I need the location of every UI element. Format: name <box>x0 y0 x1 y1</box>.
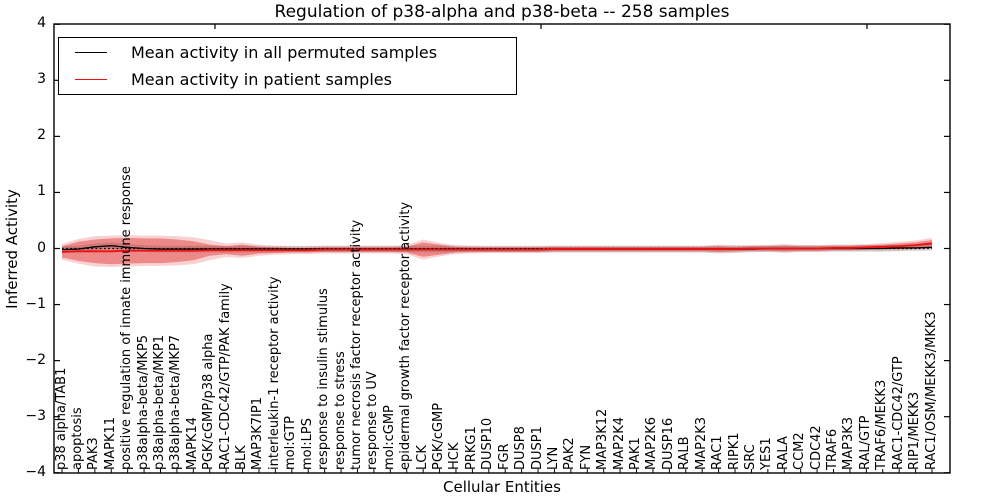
x-tick-label: MAP3K3 <box>841 416 857 470</box>
x-tick-label: RAC1 <box>710 435 726 470</box>
x-tick-label: FGR <box>496 443 512 470</box>
x-tick-label: tumor necrosis factor receptor activity <box>348 219 364 470</box>
x-tick-label: DUSP10 <box>480 417 496 470</box>
x-tick-label: CDC42 <box>808 425 824 470</box>
x-tick-label: p38alpha-beta/MKP5 <box>135 334 151 470</box>
chart-title: Regulation of p38-alpha and p38-beta -- … <box>274 2 730 22</box>
x-tick-label: RAC1-CDC42/GTP/PAK family <box>217 283 233 470</box>
x-tick-label: mol:cGMP <box>381 405 397 470</box>
x-tick-label: FYN <box>578 444 594 470</box>
x-tick-label: interleukin-1 receptor activity <box>266 276 282 470</box>
x-tick-label: PAK3 <box>86 437 102 470</box>
x-tick-label: epidermal growth factor receptor activit… <box>398 201 414 470</box>
x-tick-label: mol:LPS <box>299 418 315 470</box>
x-tick-label: SRC <box>742 444 758 470</box>
legend-item-patient: Mean activity in patient samples <box>59 67 516 93</box>
legend-label-permuted: Mean activity in all permuted samples <box>131 42 438 62</box>
x-tick-label: MAP3K12 <box>595 408 611 470</box>
y-tick-label: −3 <box>25 407 46 424</box>
x-tick-label: BLK <box>234 445 250 470</box>
x-tick-label: MAP2K6 <box>644 416 660 470</box>
x-tick-label: p38 alpha/TAB1 <box>53 367 69 470</box>
x-tick-label: TRAF6 <box>825 428 840 470</box>
x-axis-label: Cellular Entities <box>443 478 561 496</box>
x-tick-label: DUSP16 <box>660 417 676 470</box>
y-tick-label: 4 <box>37 15 46 32</box>
x-tick-label: p38alpha-beta/MKP7 <box>168 334 184 470</box>
patient-inner-band <box>62 237 932 265</box>
x-tick-label: positive regulation of innate immune res… <box>119 166 135 470</box>
legend-item-permuted: Mean activity in all permuted samples <box>59 39 516 65</box>
x-tick-label: MAPK14 <box>184 416 200 470</box>
x-tick-label: mol:GTP <box>283 416 299 470</box>
y-tick-label: −2 <box>25 351 46 368</box>
x-tick-label: RALB <box>677 436 693 470</box>
x-tick-label: RIP1/MEKK3 <box>907 391 923 470</box>
x-tick-label: YES1 <box>759 437 775 470</box>
patient-mean-line <box>61 242 933 253</box>
x-tick-label: PGK/cGMP <box>431 402 447 470</box>
x-tick-label: PAK1 <box>628 437 644 470</box>
x-tick-label: RAL/GTP <box>857 415 873 470</box>
patient-outer-band <box>62 235 932 267</box>
y-tick-label: −4 <box>25 463 46 480</box>
x-tick-label: CCM2 <box>792 432 808 470</box>
x-tick-label: apoptosis <box>69 407 85 470</box>
x-tick-label: LYN <box>545 446 561 470</box>
x-tick-label: TRAF6/MEKK3 <box>874 379 890 470</box>
x-tick-label: MAP2K3 <box>693 416 709 470</box>
y-tick-label: 1 <box>37 183 46 200</box>
x-tick-label: PAK2 <box>562 437 578 470</box>
x-tick-label: RAC1/OSM/MEKK3/MKK3 <box>923 311 939 470</box>
x-tick-label: MAP3K7IP1 <box>250 397 266 470</box>
x-tick-label: RAC1-CDC42/GTP <box>890 356 906 470</box>
x-tick-label: DUSP8 <box>513 426 529 470</box>
legend-line-sample-permuted <box>75 51 107 53</box>
x-tick-label: MAPK11 <box>102 416 118 470</box>
x-tick-label: RIPK1 <box>726 432 742 470</box>
x-tick-label: DUSP1 <box>529 426 545 470</box>
legend-line-sample-patient <box>75 79 107 81</box>
y-tick-label: −1 <box>25 295 46 312</box>
x-tick-label: response to UV <box>365 371 381 470</box>
y-tick-label: 2 <box>37 127 46 144</box>
x-tick-label: PRKG1 <box>463 426 479 470</box>
x-tick-label: LCK <box>414 445 430 470</box>
x-tick-label: HCK <box>447 442 463 470</box>
x-tick-label: response to insulin stimulus <box>316 288 332 470</box>
x-tick-label: RALA <box>775 436 791 470</box>
y-tick-label: 3 <box>37 71 46 88</box>
x-tick-label: MAP2K4 <box>611 416 627 470</box>
x-tick-label: p38alpha-beta/MKP1 <box>151 334 167 470</box>
y-tick-label: 0 <box>37 239 46 256</box>
x-tick-label: PGK/cGMP/p38 alpha <box>201 333 217 470</box>
legend: Mean activity in all permuted samples Me… <box>58 37 517 95</box>
x-tick-label: response to stress <box>332 351 348 470</box>
legend-label-patient: Mean activity in patient samples <box>131 70 392 90</box>
